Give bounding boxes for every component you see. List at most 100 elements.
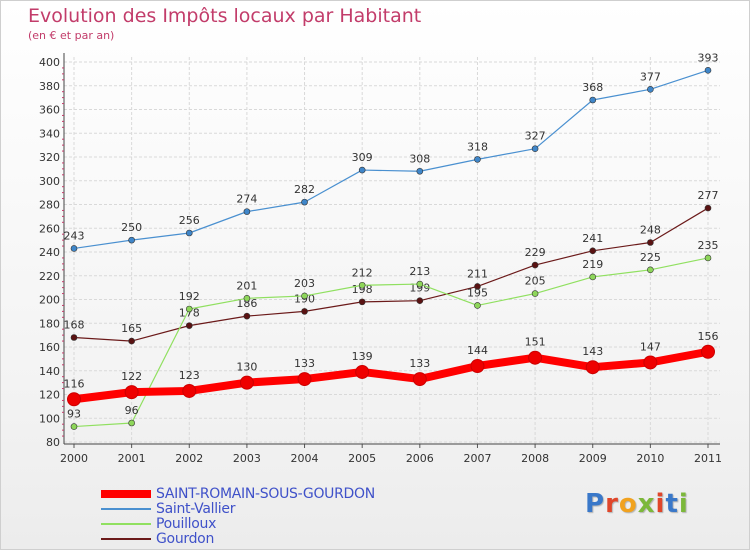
data-label: 192 xyxy=(179,290,200,303)
x-tick-label: 2001 xyxy=(118,452,146,465)
y-tick-label: 240 xyxy=(39,246,60,259)
data-label: 143 xyxy=(582,345,603,358)
data-point xyxy=(182,383,197,398)
data-label: 93 xyxy=(67,408,81,421)
data-label: 219 xyxy=(582,258,603,271)
logo-letter: t xyxy=(665,489,679,519)
data-label: 178 xyxy=(179,307,200,320)
series-line-saint-romain-sous-gourdon xyxy=(73,347,709,404)
legend-label: Pouilloux xyxy=(156,515,217,532)
data-label: 122 xyxy=(121,370,142,383)
x-tick-label: 2011 xyxy=(694,452,722,465)
data-label: 393 xyxy=(698,51,719,64)
legend-label: SAINT-ROMAIN-SOUS-GOURDON xyxy=(156,485,375,502)
data-point xyxy=(589,247,597,255)
data-label: 213 xyxy=(409,265,430,278)
data-point xyxy=(301,292,308,300)
data-label: 156 xyxy=(698,330,719,343)
y-tick-label: 340 xyxy=(39,127,60,140)
y-tick-label: 80 xyxy=(46,436,60,449)
data-point xyxy=(589,273,597,281)
logo-letter: x xyxy=(637,489,656,519)
data-point xyxy=(67,392,81,407)
data-point xyxy=(358,281,366,289)
data-label: 130 xyxy=(236,361,257,374)
legend-label: Saint-Vallier xyxy=(156,500,236,517)
y-tick-label: 160 xyxy=(39,341,60,354)
data-label: 241 xyxy=(582,232,603,245)
x-tick-label: 2007 xyxy=(463,452,491,465)
data-point xyxy=(647,86,654,93)
logo-letter: o xyxy=(618,489,638,519)
data-label: 133 xyxy=(294,357,315,370)
data-label: 199 xyxy=(409,282,430,295)
x-tick-label: 2010 xyxy=(636,452,664,465)
x-tick-label: 2006 xyxy=(406,452,434,465)
data-point xyxy=(704,254,712,262)
data-point xyxy=(185,322,193,329)
data-point xyxy=(301,308,308,315)
chart-subtitle: (en € et par an) xyxy=(28,29,115,42)
legend-item: Pouilloux xyxy=(101,515,375,532)
data-point xyxy=(243,295,251,302)
data-label: 277 xyxy=(698,189,719,202)
legend-swatch xyxy=(101,537,151,540)
data-point xyxy=(589,96,597,104)
series-line-saint-vallier xyxy=(73,69,709,250)
y-tick-label: 400 xyxy=(39,56,60,69)
data-label: 368 xyxy=(582,81,603,94)
y-tick-label: 300 xyxy=(39,175,60,188)
data-point xyxy=(358,298,366,306)
data-label: 151 xyxy=(525,336,546,349)
data-point xyxy=(528,350,543,365)
data-point xyxy=(647,266,654,274)
x-tick-label: 2002 xyxy=(175,452,203,465)
data-point xyxy=(474,302,481,309)
chart-title: Evolution des Impôts locaux par Habitant xyxy=(28,5,422,27)
data-point xyxy=(416,167,424,175)
data-label: 235 xyxy=(698,239,719,252)
data-label: 186 xyxy=(236,297,257,310)
data-point xyxy=(701,344,715,359)
data-point xyxy=(301,198,308,206)
data-point xyxy=(185,229,193,237)
data-label: 229 xyxy=(525,246,546,259)
data-label: 327 xyxy=(525,130,546,143)
y-tick-label: 320 xyxy=(39,151,60,164)
y-tick-label: 120 xyxy=(39,389,60,402)
data-point xyxy=(243,208,251,215)
data-label: 282 xyxy=(294,183,315,196)
legend-label: Gourdon xyxy=(156,530,215,547)
x-tick-label: 2000 xyxy=(60,452,88,465)
data-point xyxy=(128,236,135,244)
legend-swatch xyxy=(101,489,151,498)
data-point xyxy=(704,204,712,212)
data-label: 195 xyxy=(467,286,488,299)
legend-swatch xyxy=(101,522,151,525)
data-label: 123 xyxy=(179,369,200,382)
data-label: 147 xyxy=(640,340,661,353)
legend-item: Saint-Vallier xyxy=(101,500,375,517)
chart-legend: SAINT-ROMAIN-SOUS-GOURDON Saint-Vallier Po… xyxy=(101,485,375,547)
data-point xyxy=(704,67,712,74)
data-point xyxy=(416,280,424,288)
proxiti-logo: Proxiti xyxy=(585,489,689,519)
data-point xyxy=(185,305,193,313)
data-label: 377 xyxy=(640,70,661,83)
data-point xyxy=(531,145,539,152)
data-label: 248 xyxy=(640,224,661,237)
x-tick-label: 2003 xyxy=(233,452,261,465)
data-point xyxy=(643,355,658,370)
data-point xyxy=(243,312,251,320)
data-point xyxy=(297,372,312,387)
y-tick-label: 140 xyxy=(39,365,60,378)
data-point xyxy=(531,261,539,269)
data-point xyxy=(531,290,539,297)
data-point xyxy=(474,156,481,163)
y-tick-label: 260 xyxy=(39,222,60,235)
x-tick-label: 2009 xyxy=(579,452,607,465)
data-label: 96 xyxy=(125,404,139,417)
data-label: 168 xyxy=(64,319,85,332)
data-label: 165 xyxy=(121,322,142,335)
